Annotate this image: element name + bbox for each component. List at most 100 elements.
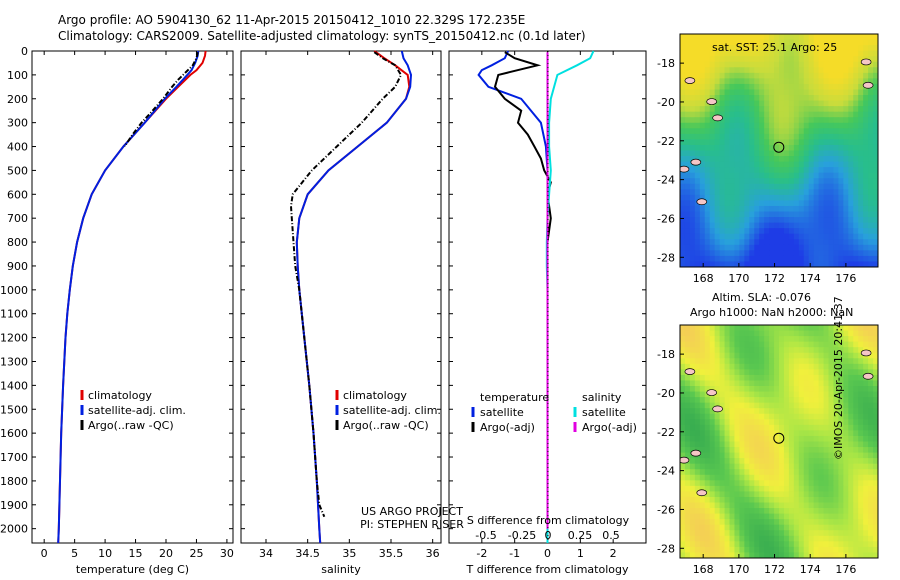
map-cell — [749, 150, 755, 157]
map-cell — [734, 391, 740, 398]
map-cell — [719, 144, 726, 151]
map-cell — [848, 194, 854, 201]
map-cell — [863, 139, 869, 146]
map-cell — [793, 541, 800, 548]
map-cell — [853, 189, 859, 196]
map-cell — [714, 380, 721, 387]
map-cell — [689, 167, 696, 174]
map-cell — [734, 374, 740, 381]
map-cell — [838, 485, 844, 492]
map-cell — [779, 205, 785, 213]
map-cell — [843, 106, 849, 113]
map-cell — [729, 95, 735, 102]
map-cell — [724, 541, 730, 548]
map-cell — [848, 178, 854, 185]
map-cell — [783, 496, 790, 504]
map-cell — [774, 463, 780, 470]
map-cell — [863, 244, 869, 251]
map-cell — [813, 508, 820, 515]
map-cell — [739, 447, 745, 454]
map-cell — [699, 178, 706, 185]
map-cell — [709, 397, 716, 404]
map-cell — [873, 524, 878, 531]
map-cell — [744, 45, 750, 52]
map-cell — [818, 380, 825, 387]
map-cell — [779, 122, 785, 129]
map-cell — [818, 391, 825, 398]
y-tick-label: 300 — [7, 117, 28, 130]
map-cell — [868, 167, 874, 174]
map-cell — [689, 430, 696, 437]
map-cell — [734, 56, 740, 63]
island-shape — [712, 114, 723, 122]
map-cell — [754, 519, 760, 526]
map-cell — [788, 419, 795, 426]
map-cell — [709, 211, 716, 218]
map-cell — [689, 408, 696, 415]
map-cell — [838, 250, 844, 257]
map-cell — [684, 330, 691, 337]
map-cell — [774, 347, 780, 354]
map-cell — [798, 469, 805, 476]
map-cell — [848, 341, 854, 348]
map-cell — [853, 474, 859, 481]
map-cell — [793, 139, 800, 146]
map-cell — [863, 535, 869, 542]
map-cell — [734, 463, 740, 470]
map-cell — [744, 67, 750, 74]
map-cell — [813, 161, 820, 168]
x-tick-label: 20 — [159, 547, 173, 560]
map-cell — [808, 397, 815, 404]
map-cell — [709, 189, 716, 196]
map-cell — [724, 139, 730, 146]
map-cell — [818, 95, 825, 102]
map-cell — [868, 172, 874, 179]
map-cell — [739, 95, 745, 102]
map-cell — [734, 513, 740, 520]
map-cell — [744, 336, 750, 343]
map-cell — [823, 39, 829, 46]
map-cell — [684, 200, 691, 207]
map-cell — [739, 72, 745, 79]
map-cell — [818, 39, 825, 46]
map-cell — [833, 502, 839, 509]
map-cell — [714, 386, 721, 393]
map-cell — [793, 61, 800, 68]
map-cell — [689, 386, 696, 393]
map-cell — [734, 250, 740, 257]
map-cell — [813, 386, 820, 393]
map-cell — [863, 546, 869, 553]
map-cell — [868, 150, 874, 157]
map-cell — [848, 61, 854, 68]
map-cell — [680, 250, 686, 257]
map-cell — [699, 380, 706, 387]
map-cell — [769, 161, 775, 168]
map-cell — [699, 352, 706, 359]
map-cell — [689, 239, 696, 246]
map-cell — [808, 233, 815, 240]
map-cell — [848, 541, 854, 548]
map-cell — [853, 524, 859, 531]
x-axis-label-top: S difference from climatology — [467, 514, 630, 527]
map-cell — [729, 205, 735, 213]
map-cell — [853, 95, 859, 102]
map-cell — [724, 178, 730, 185]
map-cell — [734, 480, 740, 487]
map-cell — [729, 194, 735, 201]
map-cell — [719, 111, 726, 118]
map-cell — [838, 491, 844, 498]
map-cell — [704, 211, 711, 218]
map-cell — [704, 352, 711, 359]
map-cell — [759, 513, 765, 520]
map-cell — [694, 144, 701, 151]
map-cell — [699, 139, 706, 146]
map-cell — [744, 106, 750, 113]
map-cell — [843, 458, 849, 465]
map-cell — [714, 552, 721, 558]
map-cell — [749, 100, 755, 107]
map-cell — [868, 341, 874, 348]
map-cell — [714, 161, 721, 168]
map-cell — [793, 211, 800, 218]
map-cell — [803, 239, 810, 246]
map-cell — [759, 167, 765, 174]
